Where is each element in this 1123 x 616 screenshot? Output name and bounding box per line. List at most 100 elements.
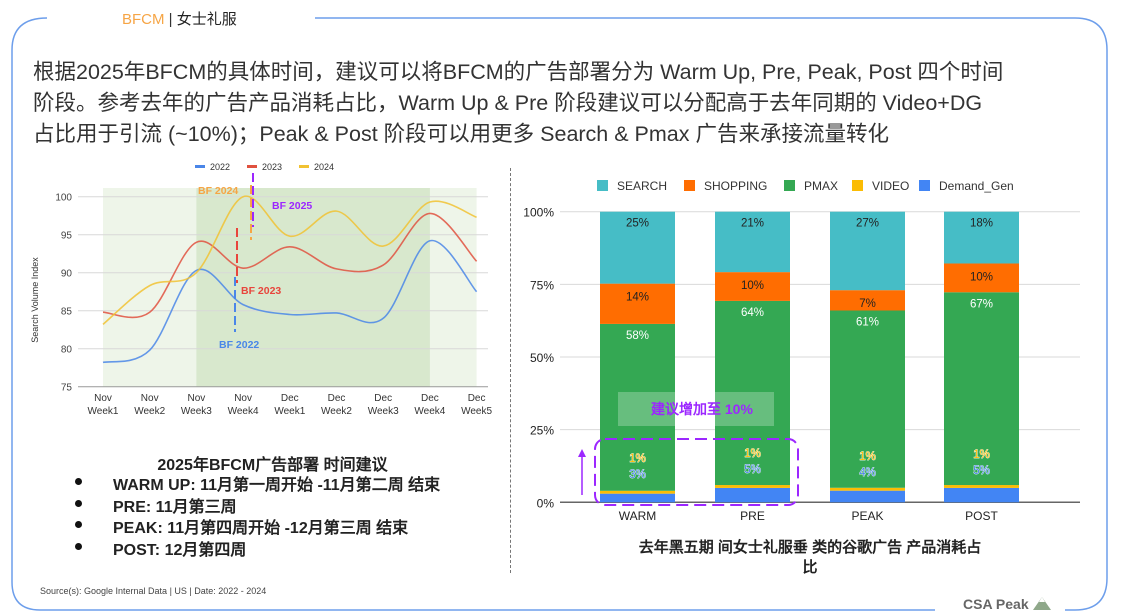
legend-label: 2023: [262, 162, 282, 172]
bar-segment-video: [600, 490, 675, 494]
bullet-icon: [75, 478, 82, 485]
x-tick-label: Nov: [234, 393, 252, 404]
x-tick-label: Nov: [141, 393, 159, 404]
bf-marker-label: BF 2023: [241, 285, 281, 297]
bullet-icon: [75, 499, 82, 507]
x-tick-label: PEAK: [851, 509, 883, 523]
plan-item: POST: 12月第四周: [72, 536, 440, 559]
data-label-pmax: 61%: [856, 317, 879, 329]
callout-box: [618, 392, 774, 426]
y-tick-label: 100: [55, 193, 72, 204]
series-line-2023: [102, 212, 478, 319]
section-divider: [510, 168, 511, 573]
bar-segment-shopping: [715, 272, 790, 301]
footer-label: CSA Peak: [963, 596, 1029, 612]
bar-segment-search: [600, 211, 675, 284]
callout-dashed-highlight: [594, 438, 799, 506]
x-tick-label: Week4: [228, 406, 259, 417]
bar-segment-shopping: [600, 283, 675, 324]
legend-label: SEARCH: [617, 179, 667, 193]
x-tick-label: Week2: [321, 406, 352, 417]
data-label-shopping: 7%: [859, 298, 876, 310]
bar-segment-search: [830, 211, 905, 291]
x-tick-label: Week3: [181, 406, 212, 417]
y-tick-label: 100%: [523, 206, 554, 220]
legend-label: PMAX: [804, 179, 838, 193]
bar-segment-pmax: [715, 300, 790, 486]
x-tick-label: POST: [965, 509, 998, 523]
bar-segment-demand_gen: [715, 487, 790, 503]
x-tick-label: Week1: [88, 406, 119, 417]
data-label-pmax: 64%: [741, 307, 764, 319]
x-tick-label: Dec: [468, 393, 486, 404]
x-tick-label: Nov: [94, 393, 112, 404]
bar-segment-video: [830, 487, 905, 491]
bf-marker-label: BF 2024: [198, 185, 238, 197]
headline-line: 占比用于引流 (~10%)；Peak & Post 阶段可以用更多 Search…: [33, 122, 889, 146]
brand-label: BFCM: [122, 11, 165, 28]
slide-tag: BFCM | 女士礼服: [122, 8, 237, 29]
legend-label: 2024: [314, 162, 334, 172]
source-note: Source(s): Google Internal Data | US | D…: [40, 586, 267, 596]
caption-line: 比: [802, 559, 818, 576]
data-label-shopping: 10%: [741, 280, 764, 292]
x-tick-label: Week2: [134, 406, 165, 417]
series-line-2024: [102, 195, 477, 325]
legend-swatch: [919, 180, 930, 191]
legend-label: 2022: [210, 162, 230, 172]
y-tick-label: 0%: [537, 496, 555, 510]
bar-segment-search: [944, 211, 1019, 264]
headline-line: 根据2025年BFCM的具体时间，建议可以将BFCM的广告部署分为 Warm U…: [33, 60, 1004, 84]
x-tick-label: PRE: [740, 509, 765, 523]
mountain-icon: [1032, 597, 1051, 610]
bar-segment-pmax: [944, 292, 1019, 486]
bf-marker-label: BF 2025: [272, 200, 312, 212]
data-label-search: 25%: [626, 218, 649, 230]
x-tick-label: WARM: [619, 509, 657, 523]
plan-item-text: POST: 12月第四周: [113, 541, 247, 559]
bar-segment-demand_gen: [830, 490, 905, 503]
data-label-demand-gen: 5%: [744, 464, 761, 476]
y-tick-label: 50%: [530, 351, 554, 365]
caption-line: 去年黑五期 间女士礼服垂 类的谷歌广告 产品消耗占: [638, 539, 982, 556]
plan-item: PEAK: 11月第四周开始 -12月第三周 结束: [72, 514, 440, 537]
bar-segment-shopping: [830, 290, 905, 311]
data-label-video: 1%: [973, 449, 990, 461]
headline: 根据2025年BFCM的具体时间，建议可以将BFCM的广告部署分为 Warm U…: [33, 57, 1003, 150]
legend-label: VIDEO: [872, 179, 909, 193]
search-volume-line-chart: 75 80 85 90 95 100 Search Volume Index Nov Week1…: [30, 162, 493, 417]
legend-swatch: [784, 180, 795, 191]
data-label-search: 27%: [856, 218, 879, 230]
headline-line: 阶段。参考去年的广告产品消耗占比，Warm Up & Pre 阶段建议可以分配高…: [33, 91, 983, 115]
bullet-icon: [75, 521, 82, 528]
bar-segment-search: [715, 211, 790, 273]
plan-item-text: WARM UP: 11月第一周开始 -11月第二周 结束: [113, 477, 441, 494]
bar-segment-demand_gen: [600, 493, 675, 503]
x-tick-label: Dec: [374, 393, 392, 404]
bar-segment-video: [715, 485, 790, 488]
y-tick-label: 80: [61, 345, 73, 356]
legend-label: Demand_Gen: [939, 179, 1014, 193]
data-label-search: 21%: [741, 218, 764, 230]
legend-swatch: [247, 165, 257, 168]
legend-swatch: [299, 165, 309, 168]
data-label-shopping: 10%: [970, 271, 993, 283]
data-label-pmax: 58%: [626, 330, 649, 342]
data-label-demand-gen: 3%: [629, 469, 646, 481]
x-tick-label: Week5: [461, 406, 492, 417]
data-label-demand-gen: 5%: [973, 465, 990, 477]
y-tick-label: 75: [61, 383, 73, 394]
legend-swatch: [195, 165, 205, 168]
series-line-2022: [102, 239, 478, 364]
y-tick-label: 90: [61, 269, 73, 280]
legend-swatch: [684, 180, 695, 191]
data-label-video: 1%: [629, 453, 646, 465]
bar-segment-shopping: [944, 263, 1019, 293]
plan-item-text: PEAK: 11月第四周开始 -12月第三周 结束: [113, 520, 409, 537]
y-tick-label: 25%: [530, 424, 554, 438]
y-axis-title: Search Volume Index: [30, 257, 40, 343]
data-label-video: 1%: [859, 451, 876, 463]
legend-label: SHOPPING: [704, 179, 767, 193]
bar-segment-pmax: [600, 323, 675, 491]
